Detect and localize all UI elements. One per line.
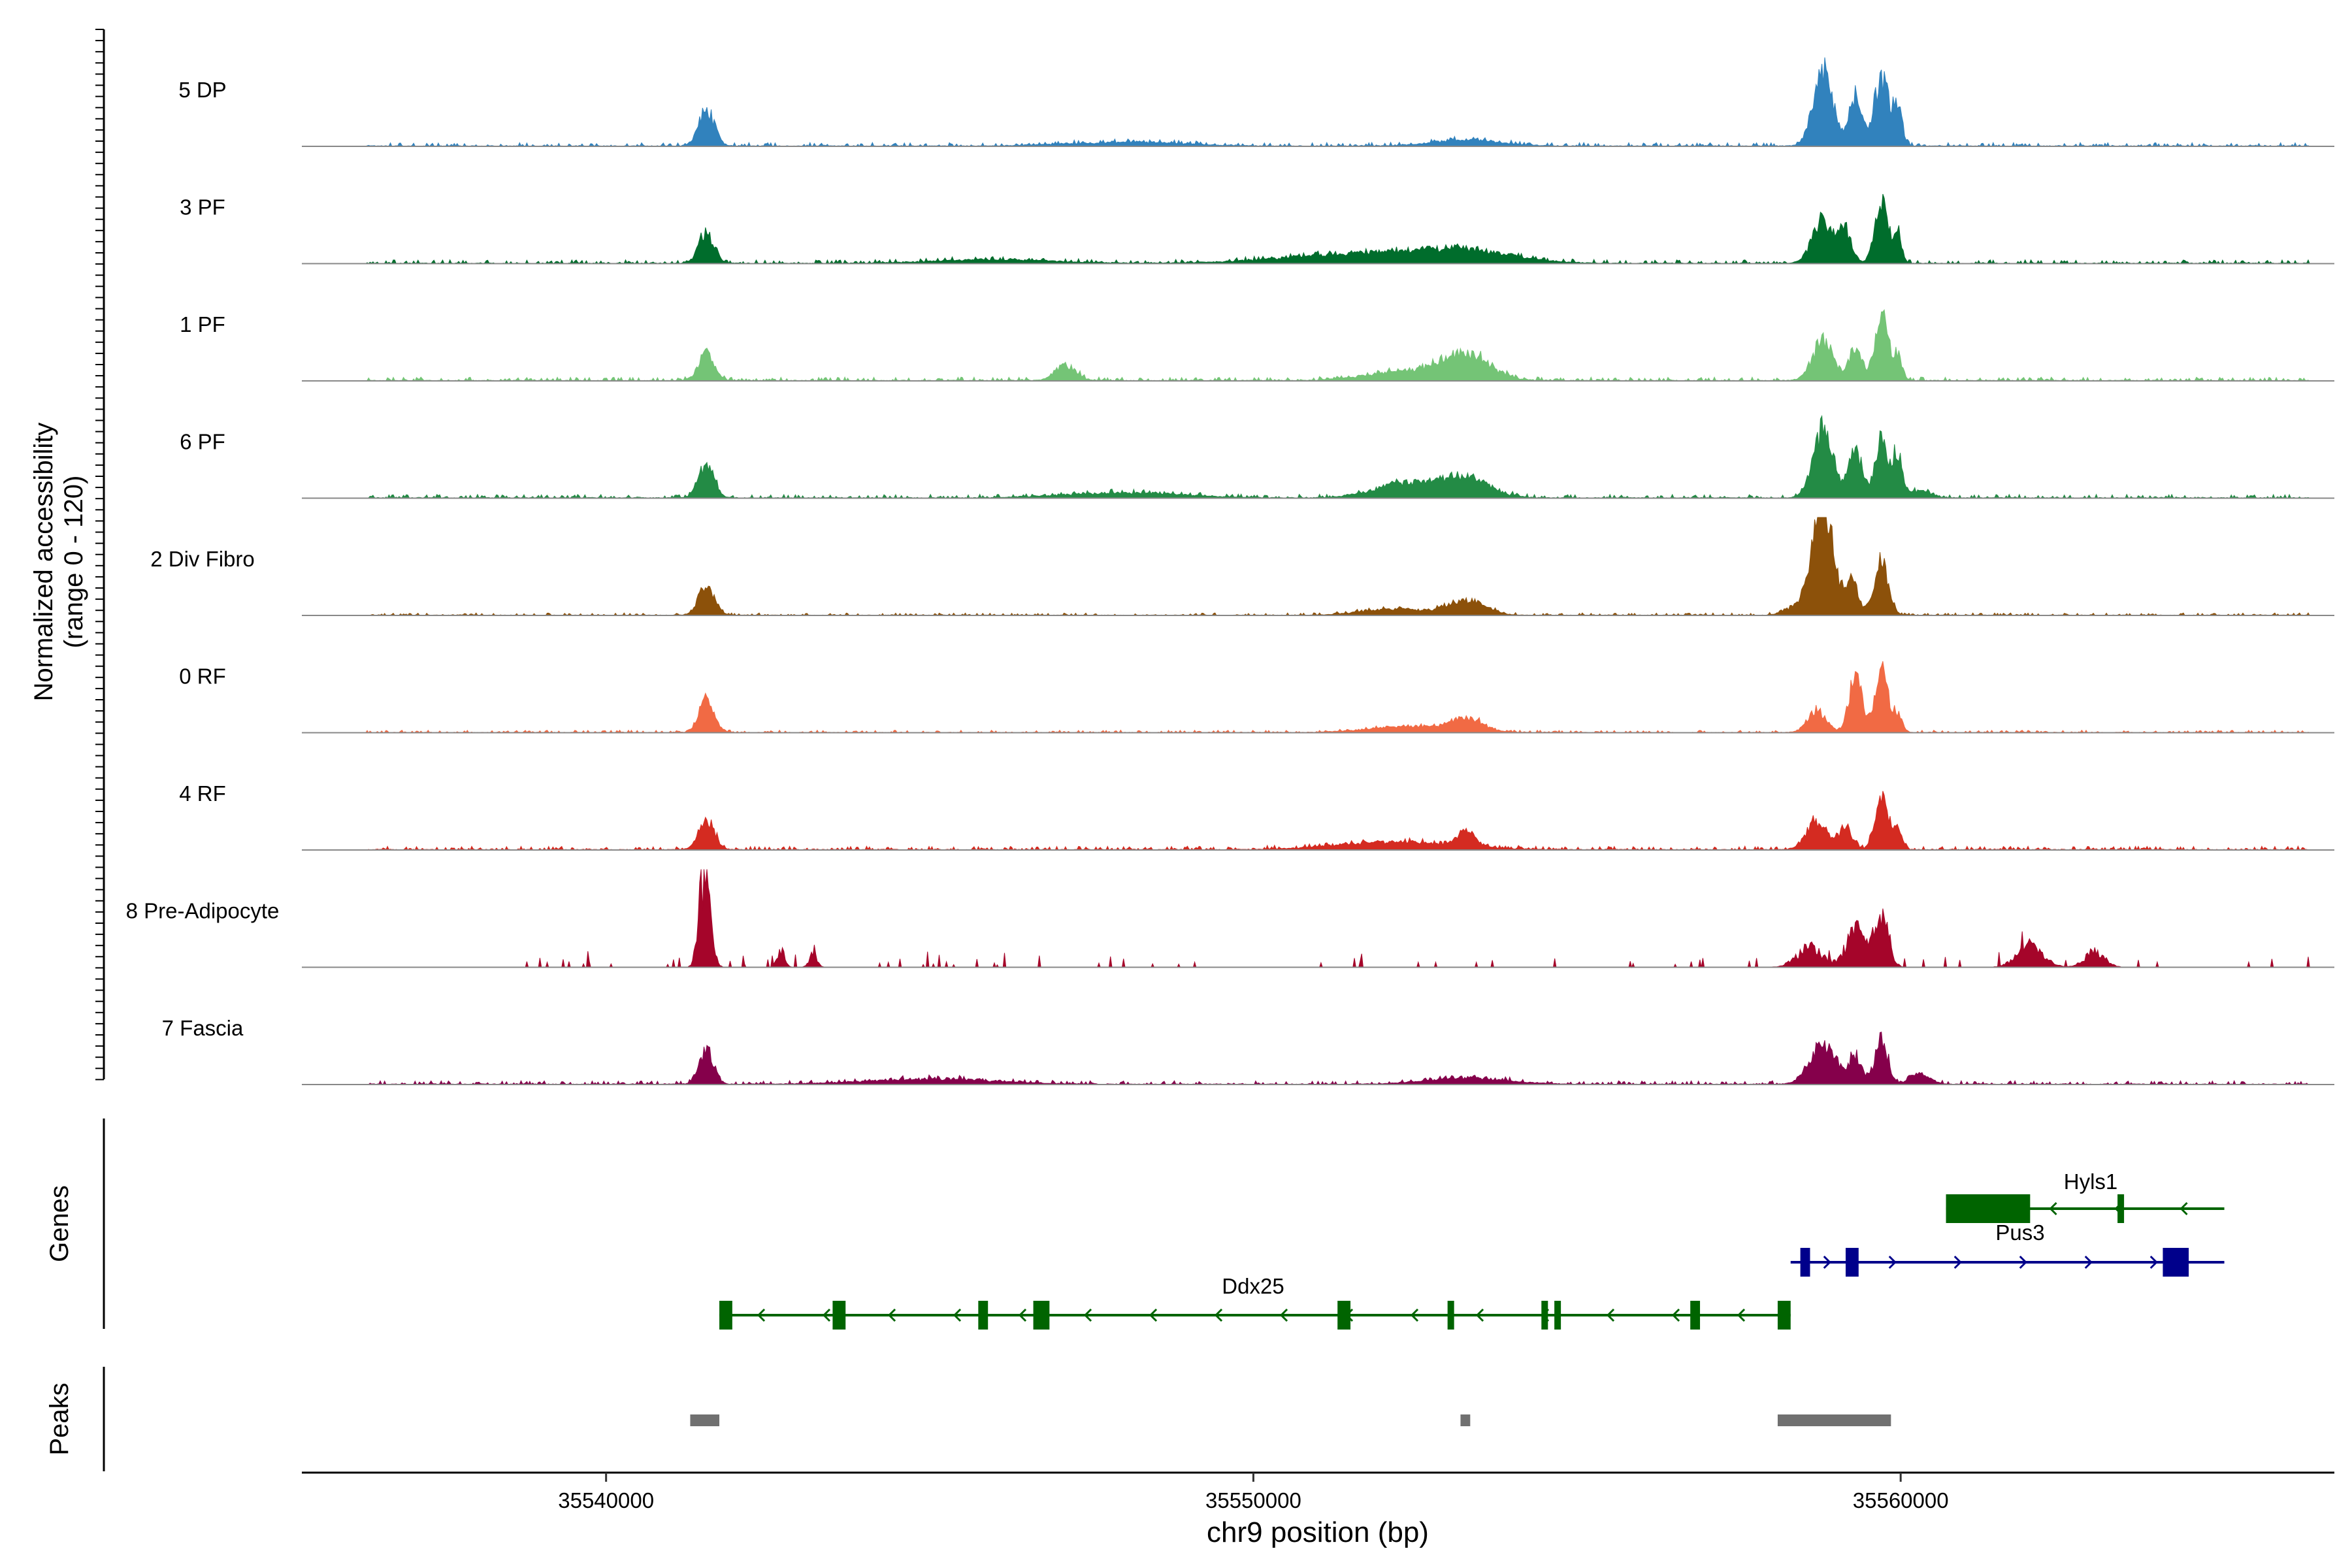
strand-arrow xyxy=(2049,1201,2057,1216)
gene-pus3: Pus3 xyxy=(1790,1220,2225,1277)
track-2-div-fibro: 2 Div Fibro xyxy=(150,517,2334,616)
x-axis-label: chr9 position (bp) xyxy=(1207,1516,1429,1548)
strand-arrow xyxy=(1953,1255,1962,1269)
coverage-area xyxy=(302,309,2334,382)
strand-arrow xyxy=(1823,1255,1831,1269)
exon xyxy=(1777,1301,1791,1330)
x-tick-label: 35550000 xyxy=(1205,1488,1301,1512)
coverage-ylabel-line2: (range 0 - 120) xyxy=(59,476,88,649)
strand-arrow xyxy=(1475,1308,1484,1322)
strand-arrow xyxy=(887,1308,896,1322)
strand-arrow xyxy=(1888,1255,1897,1269)
strand-arrow xyxy=(1279,1308,1288,1322)
exon xyxy=(2163,1248,2189,1277)
genes-panel-label: Genes xyxy=(45,1185,74,1262)
coverage-area xyxy=(302,661,2334,734)
coverage-area xyxy=(302,193,2334,265)
gene-label: Ddx25 xyxy=(1222,1274,1284,1298)
exon xyxy=(1845,1248,1859,1277)
coverage-area xyxy=(302,791,2334,851)
peak-region xyxy=(1460,1414,1471,1426)
coverage-area xyxy=(302,414,2334,499)
track-6-pf: 6 PF xyxy=(180,414,2334,499)
strand-arrow xyxy=(1410,1308,1419,1322)
track-label: 5 DP xyxy=(178,78,226,102)
track-label: 1 PF xyxy=(180,312,225,336)
coverage-area xyxy=(302,869,2334,969)
exon xyxy=(1554,1301,1561,1330)
track-label: 0 RF xyxy=(179,664,226,689)
coverage-y-ticks xyxy=(95,29,104,1081)
track-label: 6 PF xyxy=(180,430,225,454)
track-4-rf: 4 RF xyxy=(179,781,2334,851)
x-tick-label: 35540000 xyxy=(558,1488,654,1512)
strand-arrow xyxy=(953,1308,962,1322)
peak-region xyxy=(690,1414,720,1426)
gene-label: Hyls1 xyxy=(2064,1169,2118,1194)
coverage-ylabel-line1: Normalized accessibility xyxy=(29,423,58,702)
track-1-pf: 1 PF xyxy=(180,309,2334,382)
gene-hyls1: Hyls1 xyxy=(1946,1169,2225,1223)
track-3-pf: 3 PF xyxy=(180,193,2334,265)
exon xyxy=(719,1301,732,1330)
strand-arrow xyxy=(1671,1308,1680,1322)
strand-arrow xyxy=(1083,1308,1092,1322)
strand-arrow xyxy=(1018,1308,1027,1322)
exon xyxy=(978,1301,988,1330)
strand-arrow xyxy=(822,1308,831,1322)
track-label: 4 RF xyxy=(179,781,226,806)
track-label: 3 PF xyxy=(180,195,225,220)
exon xyxy=(1033,1301,1050,1330)
gene-models: Hyls1 Pus3 Ddx25 xyxy=(719,1169,2225,1330)
track-label: 8 Pre-Adipocyte xyxy=(126,899,280,923)
track-label: 7 Fascia xyxy=(162,1016,244,1040)
strand-arrow xyxy=(757,1308,766,1322)
peaks-panel-label: Peaks xyxy=(45,1382,74,1455)
exon xyxy=(832,1301,846,1330)
coverage-area xyxy=(302,517,2334,616)
x-tick-label: 35560000 xyxy=(1853,1488,1949,1512)
strand-arrow xyxy=(1737,1308,1746,1322)
exon xyxy=(1447,1301,1454,1330)
track-0-rf: 0 RF xyxy=(179,661,2334,734)
exon xyxy=(1690,1301,1701,1330)
track-label: 2 Div Fibro xyxy=(150,547,255,571)
strand-arrow xyxy=(1606,1308,1615,1322)
track-8-pre-adipocyte: 8 Pre-Adipocyte xyxy=(126,869,2334,969)
coverage-tracks: 5 DP 3 PF 1 PF 6 PF 2 Div Fibro 0 RF 4 RF 8 Pre… xyxy=(126,57,2334,1086)
track-5-dp: 5 DP xyxy=(178,57,2334,148)
peak-region xyxy=(1777,1414,1891,1426)
track-7-fascia: 7 Fascia xyxy=(162,1016,2334,1086)
strand-arrow xyxy=(1214,1308,1223,1322)
strand-arrow xyxy=(2180,1201,2188,1216)
strand-arrow xyxy=(2019,1255,2027,1269)
exon xyxy=(1946,1194,2031,1223)
strand-arrow xyxy=(1149,1308,1158,1322)
exon xyxy=(1541,1301,1548,1330)
gene-ddx25: Ddx25 xyxy=(719,1274,1791,1330)
x-axis-ticks: 35540000 35550000 35560000 xyxy=(558,1473,1949,1512)
strand-arrow xyxy=(2149,1255,2158,1269)
strand-arrow xyxy=(2084,1255,2093,1269)
coverage-area xyxy=(302,57,2334,148)
exon xyxy=(1337,1301,1351,1330)
exon xyxy=(1800,1248,1810,1277)
exon xyxy=(2117,1194,2125,1223)
coverage-area xyxy=(302,1032,2334,1086)
peak-regions xyxy=(690,1414,1891,1426)
gene-label: Pus3 xyxy=(1995,1220,2044,1245)
